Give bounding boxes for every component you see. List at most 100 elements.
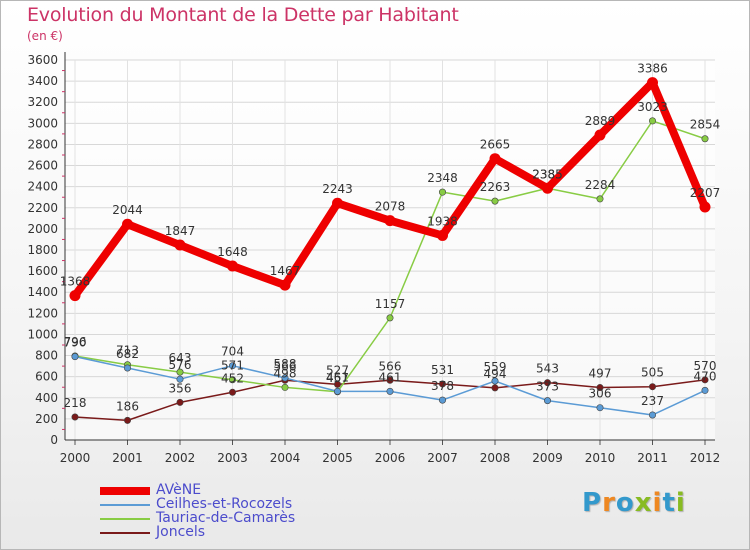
data-label: 3023 — [637, 100, 668, 114]
data-point — [229, 362, 237, 370]
data-label: 566 — [379, 359, 402, 373]
data-label: 713 — [116, 344, 139, 358]
x-tick-label: 2001 — [112, 451, 143, 465]
data-point — [543, 397, 551, 405]
data-point — [124, 416, 132, 424]
data-point — [594, 129, 606, 141]
data-point — [281, 383, 289, 391]
data-point — [332, 197, 343, 209]
y-tick-label: 3400 — [27, 74, 58, 88]
data-point — [648, 411, 656, 419]
y-tick-label: 400 — [35, 391, 58, 405]
x-tick-label: 2002 — [165, 451, 196, 465]
y-tick-label: 800 — [35, 349, 58, 363]
data-label: 527 — [326, 363, 349, 377]
data-label: 378 — [431, 379, 454, 393]
data-point — [333, 387, 341, 395]
data-point — [124, 364, 132, 372]
data-point — [543, 379, 551, 387]
y-tick-label: 0 — [50, 433, 58, 447]
data-label: 461 — [326, 370, 349, 384]
data-label: 2854 — [690, 118, 721, 132]
data-point — [542, 182, 553, 194]
data-label: 237 — [641, 394, 664, 408]
data-label: 497 — [589, 367, 612, 381]
data-point — [596, 404, 604, 412]
data-label: 1368 — [60, 275, 91, 289]
y-tick-label: 1600 — [27, 264, 58, 278]
x-tick-label: 2011 — [637, 451, 668, 465]
data-label: 306 — [589, 387, 612, 401]
data-point — [386, 376, 394, 384]
data-point — [596, 384, 604, 392]
legend-label: AVèNE — [156, 482, 202, 498]
data-point — [229, 388, 237, 396]
data-label: 505 — [641, 366, 664, 380]
x-tick-label: 2003 — [217, 451, 248, 465]
data-point — [176, 368, 184, 376]
proxiti-logo: Proxiti — [582, 488, 686, 518]
data-point — [701, 386, 709, 394]
data-point — [491, 384, 499, 392]
data-point — [176, 375, 184, 383]
x-tick-label: 2009 — [532, 451, 563, 465]
legend-swatch — [100, 504, 150, 506]
data-point — [174, 239, 186, 251]
data-label: 356 — [169, 381, 192, 395]
data-point — [386, 387, 394, 395]
data-point — [647, 77, 658, 89]
legend-swatch — [100, 518, 150, 520]
y-tick-label: 1200 — [27, 306, 58, 320]
data-label: 452 — [221, 371, 244, 385]
data-point — [596, 195, 604, 203]
data-label: 2263 — [480, 180, 511, 194]
data-label: 3386 — [637, 62, 668, 76]
data-label: 796 — [64, 335, 87, 349]
data-point — [176, 398, 184, 406]
data-label: 2385 — [532, 167, 563, 181]
y-tick-label: 3000 — [27, 116, 58, 130]
data-label: 461 — [379, 370, 402, 384]
data-label: 1938 — [427, 214, 458, 228]
data-label: 1157 — [375, 297, 406, 311]
data-label: 570 — [694, 359, 717, 373]
data-point — [701, 376, 709, 384]
data-label: 2207 — [690, 186, 721, 200]
data-point — [384, 215, 396, 227]
data-point — [279, 279, 291, 291]
y-tick-label: 1800 — [27, 243, 58, 257]
data-label: 218 — [64, 396, 87, 410]
y-tick-label: 3600 — [27, 53, 58, 67]
data-point — [229, 376, 237, 384]
data-point — [437, 229, 448, 241]
x-tick-label: 2010 — [585, 451, 616, 465]
data-label: 566 — [274, 359, 297, 373]
data-label: 2348 — [427, 171, 458, 185]
data-point — [438, 188, 446, 196]
y-tick-label: 600 — [35, 370, 58, 384]
data-point — [701, 135, 709, 143]
data-label: 2243 — [322, 182, 353, 196]
data-label: 2665 — [480, 138, 511, 152]
x-tick-label: 2008 — [480, 451, 511, 465]
data-point — [227, 260, 238, 272]
y-tick-label: 2800 — [27, 137, 58, 151]
data-point — [333, 380, 341, 388]
data-label: 790 — [64, 336, 87, 350]
data-point — [648, 383, 656, 391]
x-tick-label: 2004 — [270, 451, 301, 465]
data-point — [491, 377, 499, 385]
data-label: 373 — [536, 380, 559, 394]
data-point — [438, 396, 446, 404]
data-label: 2044 — [112, 203, 143, 217]
data-label: 457 — [326, 371, 349, 385]
y-tick-label: 200 — [35, 412, 58, 426]
data-label: 1467 — [270, 264, 301, 278]
data-label: 2078 — [375, 200, 406, 214]
x-tick-label: 2006 — [375, 451, 406, 465]
data-point — [438, 380, 446, 388]
data-label: 186 — [116, 399, 139, 413]
y-tick-label: 1400 — [27, 285, 58, 299]
legend-label: Ceilhes-et-Rocozels — [156, 496, 293, 512]
